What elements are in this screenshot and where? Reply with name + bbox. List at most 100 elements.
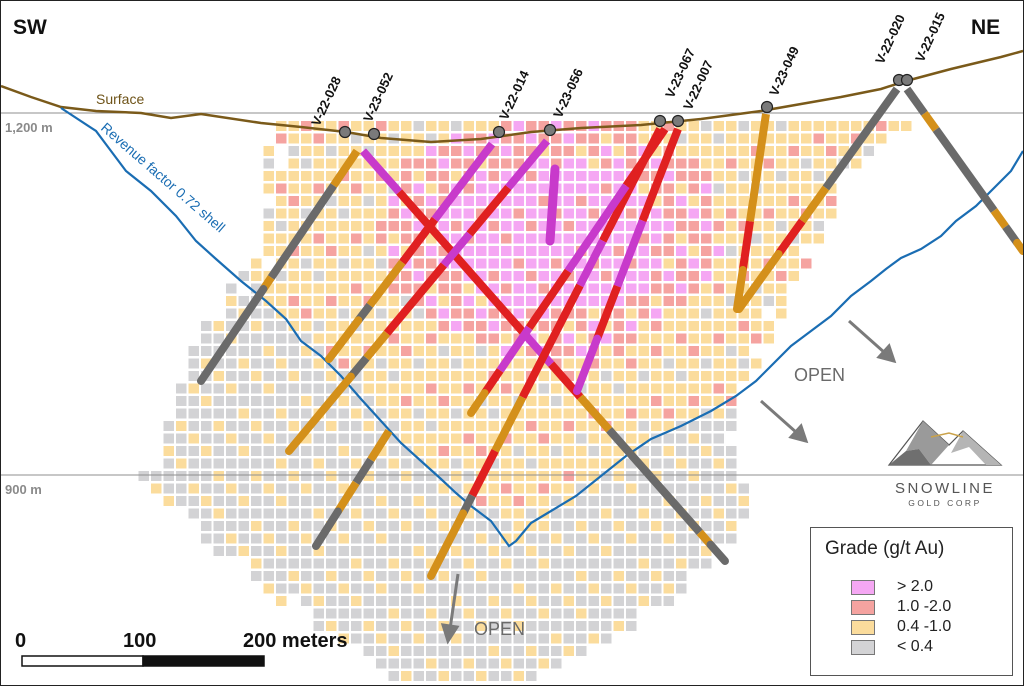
block-cell: [376, 321, 387, 331]
block-cell: [638, 333, 649, 344]
block-cell: [526, 446, 537, 456]
drill-hole-segment: [466, 184, 512, 237]
block-cell: [776, 208, 787, 219]
block-cell: [613, 496, 624, 506]
block-cell: [626, 146, 637, 156]
block-cell: [476, 233, 487, 244]
block-cell: [563, 621, 574, 631]
block-cell: [663, 446, 674, 456]
block-cell: [188, 396, 199, 406]
block-cell: [738, 133, 749, 144]
block-cell: [538, 271, 549, 281]
block-cell: [463, 296, 474, 306]
block-cell: [738, 333, 749, 344]
block-cell: [351, 433, 362, 444]
block-cell: [663, 183, 674, 194]
block-cell: [226, 546, 237, 556]
open-arrow-1-head: [876, 343, 897, 364]
block-cell: [376, 496, 387, 506]
block-cell: [538, 521, 549, 531]
block-cell: [301, 171, 312, 181]
block-cell: [376, 458, 387, 469]
grade-legend: Grade (g/t Au) > 2.0 1.0 -2.0 0.4 -1.0 < 0.…: [810, 527, 1013, 676]
block-cell: [601, 371, 612, 381]
block-cell: [551, 658, 562, 669]
block-cell: [176, 433, 187, 444]
block-cell: [376, 633, 387, 644]
block-cell: [288, 208, 299, 219]
shell-label: Revenue factor 0.72 shell: [98, 119, 228, 235]
drill-hole-segment: [921, 110, 940, 132]
block-cell: [651, 221, 662, 231]
block-cell: [763, 158, 774, 169]
block-cell: [488, 321, 499, 331]
block-cell: [413, 558, 424, 569]
block-cell: [301, 333, 312, 344]
block-cell: [576, 446, 587, 456]
drill-hole-segment: [522, 332, 555, 367]
block-cell: [788, 133, 799, 144]
block-cell: [676, 583, 687, 594]
block-cell: [501, 371, 512, 381]
block-cell: [213, 421, 224, 431]
block-cell: [701, 496, 712, 506]
block-cell: [338, 546, 349, 556]
block-cell: [701, 296, 712, 306]
block-cell: [813, 183, 824, 194]
block-cell: [501, 646, 512, 656]
block-cell: [476, 321, 487, 331]
block-cell: [651, 308, 662, 319]
block-cell: [601, 258, 612, 269]
block-cell: [801, 183, 812, 194]
block-cell: [513, 621, 524, 631]
block-cell: [401, 471, 412, 481]
block-cell: [476, 671, 487, 681]
block-cell: [213, 433, 224, 444]
block-cell: [701, 246, 712, 256]
block-cell: [726, 196, 737, 206]
block-cell: [613, 158, 624, 169]
block-cell: [276, 196, 287, 206]
block-cell: [313, 508, 324, 519]
drill-hole-segment: [746, 113, 770, 222]
block-cell: [413, 158, 424, 169]
block-cell: [701, 346, 712, 356]
block-cell: [638, 233, 649, 244]
block-cell: [413, 383, 424, 394]
block-cell: [676, 246, 687, 256]
block-cell: [301, 358, 312, 369]
block-cell: [463, 458, 474, 469]
block-cell: [726, 533, 737, 544]
block-cell: [801, 158, 812, 169]
block-cell: [488, 533, 499, 544]
block-cell: [826, 208, 837, 219]
block-cell: [138, 471, 149, 481]
block-cell: [601, 558, 612, 569]
block-cell: [613, 596, 624, 606]
block-cell: [563, 396, 574, 406]
hole-label: V-23-056: [550, 66, 586, 120]
block-cell: [551, 508, 562, 519]
block-cell: [376, 296, 387, 306]
block-cell: [388, 483, 399, 494]
block-cell: [651, 571, 662, 581]
block-cell: [688, 408, 699, 419]
block-cell: [301, 471, 312, 481]
block-cell: [688, 383, 699, 394]
block-cell: [413, 458, 424, 469]
block-cell: [538, 233, 549, 244]
block-cell: [763, 196, 774, 206]
block-cell: [238, 521, 249, 531]
block-cell: [538, 458, 549, 469]
block-cell: [313, 171, 324, 181]
block-cell: [538, 608, 549, 619]
block-cell: [413, 546, 424, 556]
block-cell: [613, 221, 624, 231]
block-cell: [663, 233, 674, 244]
block-cell: [688, 133, 699, 144]
block-cell: [438, 396, 449, 406]
block-cell: [426, 358, 437, 369]
block-cell: [663, 121, 674, 131]
block-cell: [601, 358, 612, 369]
block-cell: [426, 533, 437, 544]
